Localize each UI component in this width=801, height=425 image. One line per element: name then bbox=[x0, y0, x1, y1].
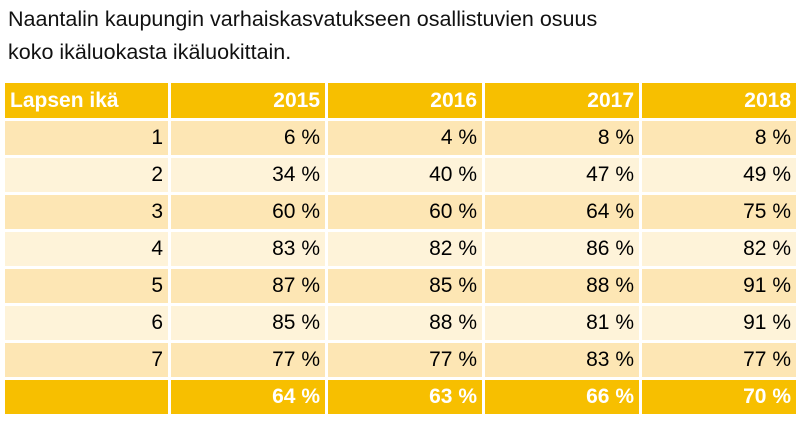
value-cell: 77 % bbox=[171, 343, 325, 377]
table-row: 6 85 % 88 % 81 % 91 % bbox=[5, 306, 796, 340]
value-cell: 4 % bbox=[328, 121, 482, 155]
value-cell: 85 % bbox=[328, 269, 482, 303]
header-year-2015: 2015 bbox=[171, 83, 325, 118]
table-row: 5 87 % 85 % 88 % 91 % bbox=[5, 269, 796, 303]
value-cell: 81 % bbox=[485, 306, 639, 340]
totals-label-cell bbox=[5, 380, 168, 414]
table-row: 4 83 % 82 % 86 % 82 % bbox=[5, 232, 796, 266]
table-row: 2 34 % 40 % 47 % 49 % bbox=[5, 158, 796, 192]
value-cell: 88 % bbox=[328, 306, 482, 340]
total-2018: 70 % bbox=[642, 380, 796, 414]
header-year-2016: 2016 bbox=[328, 83, 482, 118]
value-cell: 77 % bbox=[642, 343, 796, 377]
caption-line-2: koko ikäluokasta ikäluokittain. bbox=[8, 40, 292, 64]
value-cell: 91 % bbox=[642, 306, 796, 340]
value-cell: 86 % bbox=[485, 232, 639, 266]
table-row: 1 6 % 4 % 8 % 8 % bbox=[5, 121, 796, 155]
age-cell: 2 bbox=[5, 158, 168, 192]
total-2015: 64 % bbox=[171, 380, 325, 414]
age-cell: 1 bbox=[5, 121, 168, 155]
header-row: Lapsen ikä 2015 2016 2017 2018 bbox=[5, 83, 796, 118]
value-cell: 49 % bbox=[642, 158, 796, 192]
value-cell: 60 % bbox=[328, 195, 482, 229]
header-age: Lapsen ikä bbox=[5, 83, 168, 118]
value-cell: 8 % bbox=[642, 121, 796, 155]
value-cell: 47 % bbox=[485, 158, 639, 192]
value-cell: 82 % bbox=[642, 232, 796, 266]
header-year-2017: 2017 bbox=[485, 83, 639, 118]
header-year-2018: 2018 bbox=[642, 83, 796, 118]
value-cell: 34 % bbox=[171, 158, 325, 192]
value-cell: 6 % bbox=[171, 121, 325, 155]
value-cell: 8 % bbox=[485, 121, 639, 155]
age-cell: 7 bbox=[5, 343, 168, 377]
value-cell: 75 % bbox=[642, 195, 796, 229]
value-cell: 40 % bbox=[328, 158, 482, 192]
age-cell: 5 bbox=[5, 269, 168, 303]
table-row: 3 60 % 60 % 64 % 75 % bbox=[5, 195, 796, 229]
total-2017: 66 % bbox=[485, 380, 639, 414]
participation-table: Lapsen ikä 2015 2016 2017 2018 1 6 % 4 %… bbox=[2, 80, 799, 417]
table-row: 7 77 % 77 % 83 % 77 % bbox=[5, 343, 796, 377]
value-cell: 88 % bbox=[485, 269, 639, 303]
age-cell: 4 bbox=[5, 232, 168, 266]
table-caption: Naantalin kaupungin varhaiskasvatukseen … bbox=[8, 3, 788, 69]
value-cell: 60 % bbox=[171, 195, 325, 229]
total-2016: 63 % bbox=[328, 380, 482, 414]
totals-row: 64 % 63 % 66 % 70 % bbox=[5, 380, 796, 414]
value-cell: 64 % bbox=[485, 195, 639, 229]
value-cell: 82 % bbox=[328, 232, 482, 266]
caption-line-1: Naantalin kaupungin varhaiskasvatukseen … bbox=[8, 7, 598, 31]
value-cell: 83 % bbox=[485, 343, 639, 377]
value-cell: 83 % bbox=[171, 232, 325, 266]
value-cell: 77 % bbox=[328, 343, 482, 377]
value-cell: 91 % bbox=[642, 269, 796, 303]
age-cell: 3 bbox=[5, 195, 168, 229]
value-cell: 87 % bbox=[171, 269, 325, 303]
value-cell: 85 % bbox=[171, 306, 325, 340]
age-cell: 6 bbox=[5, 306, 168, 340]
